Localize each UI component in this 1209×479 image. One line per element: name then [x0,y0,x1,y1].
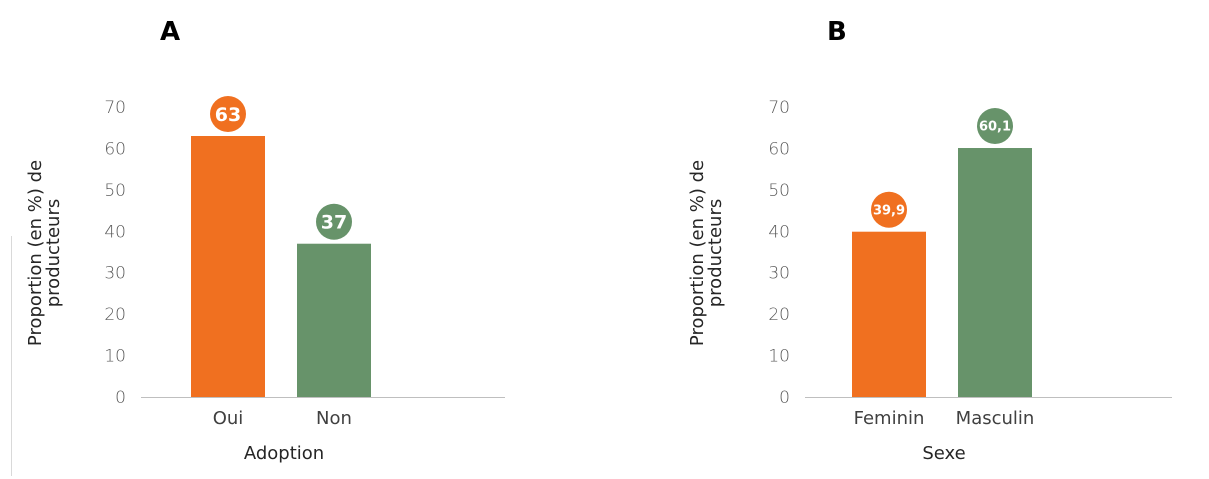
data-label-a-1: 63 [215,104,241,126]
y-axis-title-line-b-1: Proportion (en %) de [687,160,708,346]
y-tick-label-b-10: 10 [768,347,790,367]
y-tick-label-a-60: 60 [104,139,126,159]
chart-a-svg: 0 10 20 30 40 50 60 70 63 Oui 37 Non Adoption Proport… [25,96,505,464]
y-axis-title-line-a-1: Proportion (en %) de [25,160,46,346]
y-tick-label-a-50: 50 [104,181,126,201]
category-label-a-1: Oui [213,408,244,429]
data-label-bubble-a-2 [316,203,352,240]
data-label-bubble-b-2 [977,108,1013,145]
panel-label-a: A [160,17,181,47]
y-tick-label-a-70: 70 [104,98,126,118]
category-label-b-1: Feminin [854,408,925,429]
y-tick-label-b-20: 20 [768,305,790,325]
data-label-bubble-b-1 [871,191,907,228]
x-axis-title-b: Sexe [922,443,965,464]
bar-a-non [297,243,371,397]
y-axis-title-line-a-2: producteurs [43,199,64,308]
data-label-bubble-a-1 [210,96,246,132]
panel-label-b: B [827,17,847,47]
x-axis-title-a: Adoption [244,443,324,464]
bar-b-masculin [958,148,1032,397]
bar-b-feminin [852,231,926,397]
category-label-b-2: Masculin [956,408,1035,429]
data-label-a-2: 37 [321,212,347,234]
bar-a-oui [191,136,265,397]
y-tick-label-a-40: 40 [104,222,126,242]
y-tick-label-b-0: 0 [779,388,790,408]
category-label-a-2: Non [316,408,352,429]
left-border-line [11,236,12,476]
y-tick-label-a-30: 30 [104,264,126,284]
y-tick-label-b-70: 70 [768,98,790,118]
y-tick-label-a-10: 10 [104,347,126,367]
y-tick-label-a-20: 20 [104,305,126,325]
y-tick-label-a-0: 0 [115,388,126,408]
y-axis-title-line-b-2: producteurs [705,199,726,308]
y-tick-label-b-60: 60 [768,139,790,159]
data-label-b-1: 39,9 [873,203,905,218]
y-tick-label-b-30: 30 [768,264,790,284]
y-tick-label-b-50: 50 [768,181,790,201]
data-label-b-2: 60,1 [979,120,1011,135]
y-tick-label-b-40: 40 [768,222,790,242]
